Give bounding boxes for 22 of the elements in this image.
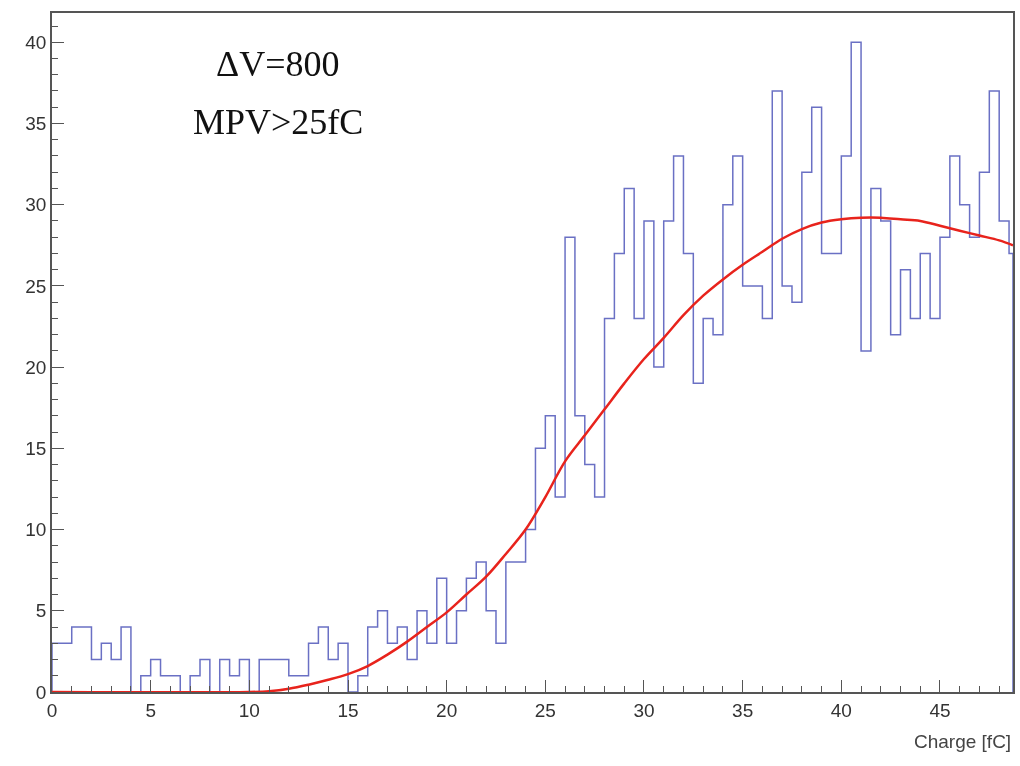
y-tick-label: 40 <box>25 31 47 53</box>
annotation: MPV>25fC <box>193 102 364 142</box>
x-tick-label: 40 <box>830 699 852 721</box>
x-tick-label: 30 <box>633 699 655 721</box>
x-tick-label: 10 <box>238 699 260 721</box>
annotation: ΔV=800 <box>216 44 340 84</box>
x-tick-label: 15 <box>337 699 359 721</box>
y-tick-label: 15 <box>25 437 47 459</box>
x-tick-label: 20 <box>436 699 458 721</box>
y-tick-label: 25 <box>25 275 47 297</box>
y-tick-label: 5 <box>35 600 47 622</box>
x-tick-label: 5 <box>145 699 156 721</box>
y-tick-label: 20 <box>25 356 47 378</box>
x-tick-label: 45 <box>929 699 951 721</box>
line-series <box>52 216 1013 692</box>
y-tick-label: 35 <box>25 113 47 135</box>
y-tick-label: 30 <box>25 194 47 216</box>
y-tick-label: 10 <box>25 519 47 541</box>
x-axis-title: Charge [fC] <box>914 731 1012 752</box>
x-tick-label: 35 <box>732 699 754 721</box>
x-tick-label: 25 <box>534 699 556 721</box>
y-tick-label: 0 <box>35 681 47 703</box>
